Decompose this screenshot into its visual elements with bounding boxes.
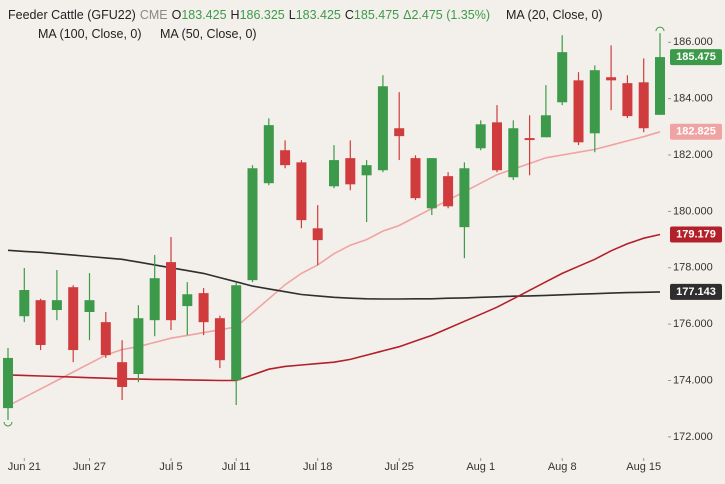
candle-body bbox=[51, 300, 62, 311]
candle-body bbox=[475, 124, 486, 149]
candle-body bbox=[166, 262, 176, 321]
candle-body bbox=[263, 125, 274, 184]
candle-body bbox=[84, 300, 95, 313]
candle-body bbox=[622, 83, 633, 117]
candle-body bbox=[361, 165, 372, 176]
candle-body bbox=[345, 158, 356, 185]
ohlc-low: L183.425 bbox=[289, 8, 341, 22]
y-tick-label: 172.000 bbox=[673, 431, 713, 443]
candle-body bbox=[214, 318, 225, 361]
x-tick-label: Jul 25 bbox=[385, 461, 414, 473]
x-tick-label: Jul 18 bbox=[303, 461, 332, 473]
candle-body bbox=[231, 285, 242, 381]
legend-entry: MA (100, Close, 0) bbox=[38, 27, 142, 41]
candle-body bbox=[133, 318, 144, 375]
y-tick-label: 184.000 bbox=[673, 93, 713, 105]
candle-body bbox=[524, 138, 535, 141]
candle-body bbox=[198, 293, 209, 323]
price-tag bbox=[670, 123, 722, 140]
candle-body bbox=[410, 158, 421, 199]
price-tag bbox=[670, 283, 722, 300]
price-tag bbox=[670, 226, 722, 243]
candle-body bbox=[19, 290, 30, 317]
ohlc-letter: C bbox=[344, 8, 354, 22]
candle-body bbox=[377, 86, 388, 171]
ohlc-value: 183.425 bbox=[181, 8, 227, 22]
candle-body bbox=[247, 168, 258, 281]
legend-entry: MA (50, Close, 0) bbox=[160, 27, 257, 41]
candle-body bbox=[655, 57, 665, 115]
y-tick-label: 176.000 bbox=[673, 318, 713, 330]
ohlc-value: 186.325 bbox=[239, 8, 285, 22]
candle-body bbox=[3, 357, 13, 409]
y-tick-label: 180.000 bbox=[673, 205, 713, 217]
y-tick-label: 186.000 bbox=[673, 36, 713, 48]
x-tick-label: Aug 1 bbox=[466, 461, 495, 473]
ohlc-value: 185.475 bbox=[353, 8, 400, 22]
change: Δ2.475 (1.35%) bbox=[403, 8, 490, 22]
candle-body bbox=[508, 128, 519, 178]
low-marker bbox=[3, 421, 13, 427]
candle-body bbox=[117, 362, 128, 387]
candle-body bbox=[459, 168, 470, 228]
y-tick-label: 174.000 bbox=[673, 374, 713, 386]
exchange: CME bbox=[139, 8, 168, 22]
candle-body bbox=[492, 122, 502, 171]
candle-body bbox=[443, 176, 454, 207]
ma-line bbox=[7, 249, 661, 300]
candle-body bbox=[394, 128, 405, 137]
x-tick-label: Aug 8 bbox=[548, 461, 577, 473]
x-tick-label: Aug 15 bbox=[626, 461, 661, 473]
candle-body bbox=[68, 287, 79, 351]
candle-body bbox=[426, 158, 437, 209]
high-marker bbox=[655, 26, 665, 32]
candle-body bbox=[296, 162, 307, 221]
legend-entry: MA (20, Close, 0) bbox=[506, 8, 603, 22]
y-tick-label: 182.000 bbox=[673, 149, 713, 161]
candle-body bbox=[100, 322, 111, 356]
candle-body bbox=[329, 160, 339, 187]
candle-body bbox=[35, 300, 46, 345]
ohlc-open: O183.425 bbox=[172, 8, 227, 22]
ohlc-high: H186.325 bbox=[231, 8, 285, 22]
candle-body bbox=[149, 278, 160, 321]
y-tick-label: 178.000 bbox=[673, 262, 713, 274]
x-tick-label: Jun 27 bbox=[73, 461, 106, 473]
ma-line bbox=[7, 131, 661, 407]
symbol: Feeder Cattle (GFU22) bbox=[8, 8, 136, 22]
price-tag-label: 177.143 bbox=[676, 286, 716, 298]
candle-body bbox=[540, 115, 551, 138]
x-tick-label: Jul 5 bbox=[159, 461, 182, 473]
x-tick-label: Jun 21 bbox=[8, 461, 41, 473]
candle-body bbox=[557, 52, 568, 103]
ohlc-value: 183.425 bbox=[295, 8, 341, 22]
candle-body bbox=[280, 150, 291, 166]
candle-body bbox=[573, 80, 584, 143]
candle-body bbox=[589, 70, 600, 134]
candle-body bbox=[182, 294, 193, 307]
x-tick-label: Jul 11 bbox=[222, 461, 251, 473]
ma-line bbox=[7, 233, 661, 382]
ohlc-letter: L bbox=[288, 8, 296, 22]
price-tag bbox=[670, 49, 722, 66]
candle-body bbox=[606, 77, 617, 81]
price-tag-label: 179.179 bbox=[676, 228, 716, 240]
price-tag-label: 182.825 bbox=[676, 126, 716, 138]
candle-body bbox=[312, 228, 323, 241]
candle-body bbox=[638, 82, 649, 129]
ohlc-letter: H bbox=[230, 8, 240, 22]
price-tag-label: 185.475 bbox=[676, 51, 716, 63]
ohlc-close: C185.475 bbox=[345, 8, 399, 22]
ohlc-letter: O bbox=[171, 8, 182, 22]
header-line-1: Feeder Cattle (GFU22) CME O183.425 H186.325… bbox=[8, 8, 494, 22]
